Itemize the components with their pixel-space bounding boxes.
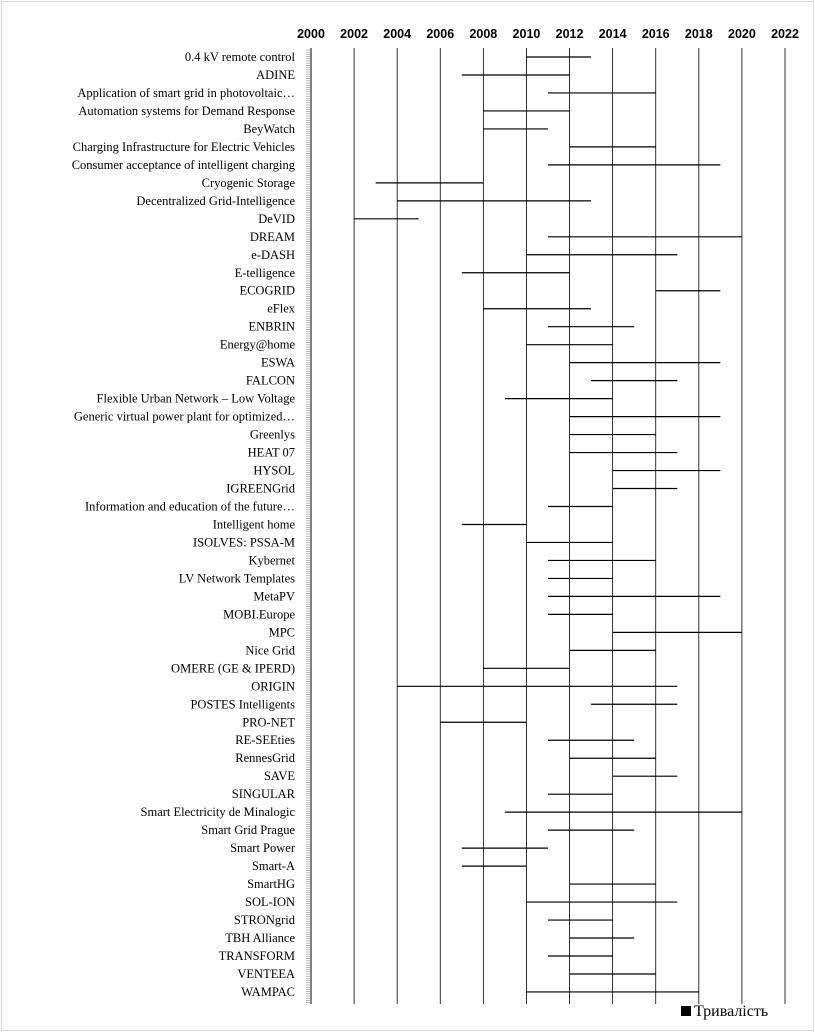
category-label: eFlex [267, 302, 296, 316]
category-label: Application of smart grid in photovoltai… [77, 86, 295, 100]
gridlines [306, 48, 786, 1004]
category-label: LV Network Templates [179, 571, 295, 585]
category-label: HYSOL [253, 464, 295, 478]
category-label: 0.4 kV remote control [185, 50, 296, 64]
category-label: VENTEEA [237, 967, 295, 981]
category-label: Greenlys [250, 428, 295, 442]
x-tick-label: 2012 [556, 27, 584, 41]
x-tick-label: 2004 [383, 27, 411, 41]
category-label: STRONgrid [234, 913, 296, 927]
category-label: Decentralized Grid-Intelligence [136, 194, 295, 208]
x-tick-label: 2020 [728, 27, 756, 41]
category-label: ENBRIN [248, 320, 295, 334]
category-label: Kybernet [248, 553, 295, 567]
category-label: Smart Power [230, 841, 296, 855]
category-label: TRANSFORM [219, 949, 295, 963]
x-tick-label: 2014 [599, 27, 627, 41]
category-label: Information and education of the future… [85, 500, 295, 514]
category-label: RennesGrid [235, 751, 295, 765]
category-label: e-DASH [251, 248, 295, 262]
x-tick-label: 2002 [340, 27, 368, 41]
category-label: ESWA [261, 356, 295, 370]
category-label: MOBI.Europe [223, 607, 295, 621]
category-label: Smart Grid Prague [201, 823, 295, 837]
category-label: TBH Alliance [225, 931, 295, 945]
y-axis-categories: 0.4 kV remote control ADINE Application of… [72, 50, 296, 999]
category-label: SINGULAR [232, 787, 296, 801]
category-label: Flexible Urban Network – Low Voltage [97, 392, 296, 406]
category-label: OMERE (GE & IPERD) [171, 661, 295, 675]
category-label: SAVE [264, 769, 295, 783]
legend-label: Тривалість [694, 1003, 768, 1020]
category-label: ADINE [256, 68, 295, 82]
category-label: Intelligent home [213, 517, 296, 531]
category-label: WAMPAC [241, 985, 295, 999]
category-label: SOL-ION [245, 895, 295, 909]
category-label: Consumer acceptance of intelligent charg… [72, 158, 296, 172]
category-label: RE-SEEties [235, 733, 295, 747]
category-label: Charging Infrastructure for Electric Veh… [73, 140, 296, 154]
bars [354, 56, 742, 993]
category-label: E-telligence [235, 266, 296, 280]
x-tick-label: 2008 [469, 27, 497, 41]
category-label: Cryogenic Storage [202, 176, 296, 190]
category-label: Automation systems for Demand Response [78, 104, 295, 118]
category-label: MPC [269, 625, 295, 639]
legend-swatch [681, 1006, 691, 1016]
category-label: Generic virtual power plant for optimize… [74, 410, 295, 424]
category-label: IGREENGrid [226, 482, 295, 496]
category-label: MetaPV [253, 589, 295, 603]
category-label: Smart-A [252, 859, 295, 873]
category-label: FALCON [246, 374, 295, 388]
category-label: ECOGRID [239, 284, 295, 298]
category-label: ISOLVES: PSSA-M [193, 535, 295, 549]
category-label: DREAM [250, 230, 295, 244]
x-axis-ticks: 2000 2002 2004 2006 2008 2010 2012 2014 2016 2018… [297, 27, 799, 41]
category-label: ORIGIN [251, 679, 295, 693]
category-label: Nice Grid [245, 643, 295, 657]
x-tick-label: 2018 [685, 27, 713, 41]
category-label: SmartHG [247, 877, 295, 891]
x-tick-label: 2000 [297, 27, 325, 41]
category-label: POSTES Intelligents [190, 697, 295, 711]
category-label: HEAT 07 [248, 446, 295, 460]
x-tick-label: 2010 [513, 27, 541, 41]
x-tick-label: 2022 [771, 27, 799, 41]
category-label: Smart Electricity de Minalogic [141, 805, 296, 819]
x-tick-label: 2006 [426, 27, 454, 41]
x-tick-label: 2016 [642, 27, 670, 41]
category-label: PRO-NET [242, 715, 295, 729]
category-label: DeVID [258, 212, 295, 226]
category-label: BeyWatch [243, 122, 296, 136]
legend: Тривалість [681, 1003, 768, 1020]
category-label: Energy@home [220, 338, 296, 352]
